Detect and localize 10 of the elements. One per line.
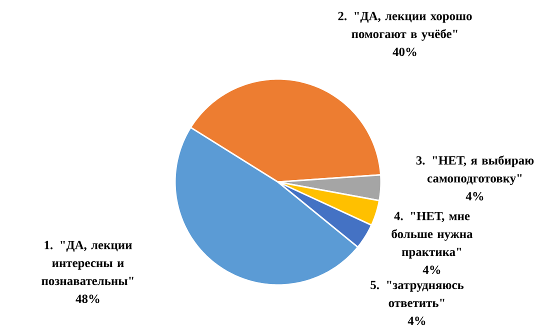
data-label: 40% <box>392 48 416 56</box>
slice-label: 1. "ДА, лекции интересны и познавательны" <box>42 240 134 286</box>
slice-label: 2. "ДА, лекции хорошо помогают в учёбе" <box>338 12 472 41</box>
slice-label: 3. "НЕТ, я выбираю самоподготовку" <box>416 156 534 186</box>
data-label: 4% <box>408 316 426 326</box>
slice-label: 5. "затрудняюсь ответить" <box>370 280 464 308</box>
data-label: 4% <box>466 192 484 200</box>
data-label: 4% <box>422 266 440 274</box>
data-label: 48% <box>76 294 100 304</box>
slice-label: 4. "НЕТ, мне больше нужна практика" <box>392 212 473 259</box>
